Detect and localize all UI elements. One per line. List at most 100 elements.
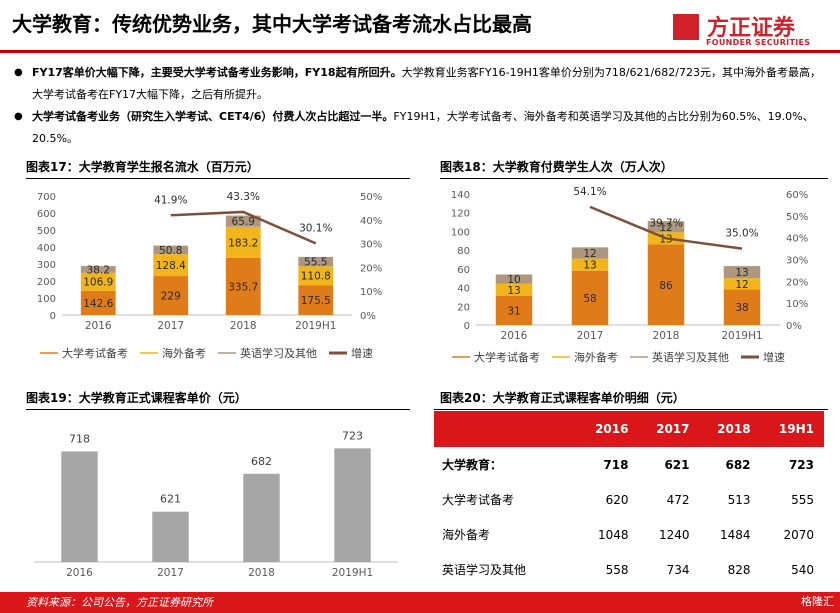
logo-en-text: FOUNDER SECURITIES [706,38,811,47]
table-cell: 513 [727,492,751,507]
bar-segment [225,257,261,315]
bullet-2: ● 大学考试备考业务（研究生入学考试、CET4/6）付费人次占比超过一半。FY1… [14,106,830,150]
data-label: 31 [507,305,520,317]
bullet-1: ● FY17客单价大幅下降，主要受大学考试备考业务影响，FY18起有所回升。大学… [14,62,830,106]
table-header-cell: 19H1 [760,411,824,447]
x-tick-label: 2017 [157,320,184,332]
table-cell: 734 [666,562,690,577]
data-label: 106.9 [83,277,113,289]
legend-label: 海外备考 [574,350,618,364]
table-row: 英语学习及其他 558 734 828 540 [434,552,824,587]
data-label: 12 [583,248,596,260]
legend-label: 大学考试备考 [474,350,540,364]
source-note: 资料来源：公司公告，方正证券研究所 [0,592,840,613]
table-cell: 682 [725,457,751,472]
bar [243,473,280,562]
bar-segment [647,221,685,233]
growth-line [589,205,743,250]
data-label: 12 [659,222,672,234]
table-cell: 718 [603,457,629,472]
x-tick-label: 2018 [230,320,257,332]
x-tick-label: 2018 [653,330,680,342]
legend-label: 英语学习及其他 [240,346,317,360]
watermark: 格隆汇 [801,595,834,608]
y2-tick-label: 0% [786,321,802,332]
table-cell: 1240 [658,527,690,542]
logo-cn-text: 方正证券 [707,16,796,41]
bar-segment [495,283,533,296]
fig17-chart: 0 100 200 300 400 500 600 700 0% 10% 20% 30% 40% 50% 1… [37,191,382,360]
y-tick-label: 40 [457,284,470,295]
data-label: 723 [342,429,363,442]
bar [152,511,189,562]
data-label: 718 [69,432,90,445]
table-header-cell [434,411,578,447]
y-tick-label: 60 [457,265,470,276]
data-label: 183.2 [228,237,258,249]
table-cell: 1048 [597,527,629,542]
legend-label: 大学考试备考 [62,346,128,360]
y-tick-label: 120 [451,209,470,220]
data-label: 13 [735,267,748,279]
data-label: 621 [160,493,181,506]
bar-segment [225,215,261,227]
y2-tick-label: 40% [786,234,808,245]
table-header-cell: 2016 [577,411,639,447]
line-data-label: 54.1% [573,186,606,198]
bullet-dot-icon: ● [14,67,23,78]
legend-label: 英语学习及其他 [652,350,729,364]
bar-segment [571,247,609,259]
table-cell: 大学考试备考 [442,493,515,507]
table-cell: 555 [791,492,814,507]
data-label: 38 [735,302,748,314]
y2-tick-label: 60% [786,190,808,201]
y-tick-label: 100 [37,294,56,305]
fig20-table: 2016 2017 2018 19H1 大学教育： 718 621 682 72… [434,411,824,587]
data-label: 50.8 [159,245,182,257]
y-tick-label: 0 [50,311,56,322]
header-divider [0,50,840,53]
y2-tick-label: 30% [360,240,382,251]
line-data-label: 30.1% [299,222,332,234]
bullet-1-text: 大学教育业务客FY16-19H1客单价分别为718/621/682/723元，其… [32,66,821,101]
y-tick-label: 80 [457,246,470,257]
data-label: 12 [735,279,748,291]
bullet-2-text: FY19H1，大学考试备考、海外备考和英语学习及其他的占比分别为60.5%、19… [32,110,814,145]
table-header-cell: 2018 [699,411,761,447]
table-cell: 621 [664,457,690,472]
data-label: 229 [161,291,181,303]
bar-segment [80,266,116,273]
data-label: 10 [507,274,520,286]
table-cell: 大学教育： [442,458,503,472]
legend-label: 增速 [351,346,373,360]
table-header-cell: 2017 [638,411,700,447]
y2-tick-label: 20% [360,263,382,274]
bar-segment [298,266,334,286]
x-tick-label: 2016 [501,330,528,342]
x-tick-label: 2017 [157,567,184,579]
data-label: 110.8 [301,271,331,283]
fig18-title: 图表18：大学教育付费学生人次（万人次） [440,160,673,174]
x-tick-label: 2017 [577,330,604,342]
table-row: 大学考试备考 620 472 513 555 [434,482,824,517]
bar-segment [80,272,116,291]
table-header-row: 2016 2017 2018 19H1 [434,411,824,447]
data-label: 128.4 [156,260,186,272]
page-title: 大学教育：传统优势业务，其中大学考试备考流水占比最高 [12,12,532,36]
data-label: 13 [583,260,596,272]
data-label: 38.2 [87,264,110,276]
table-cell: 海外备考 [442,528,491,542]
bar-segment [571,258,609,271]
fig17-title-rule [26,178,410,179]
x-tick-label: 2019H1 [721,330,762,342]
table-cell: 472 [666,492,690,507]
fig18-title-rule [440,178,828,179]
data-label: 175.5 [301,295,331,307]
y-tick-label: 100 [451,227,470,238]
data-label: 13 [507,285,520,297]
bar-segment [723,266,761,279]
y-tick-label: 200 [37,277,56,288]
bar-segment [723,289,761,325]
legend-label: 增速 [763,350,785,364]
y-tick-label: 300 [37,260,56,271]
